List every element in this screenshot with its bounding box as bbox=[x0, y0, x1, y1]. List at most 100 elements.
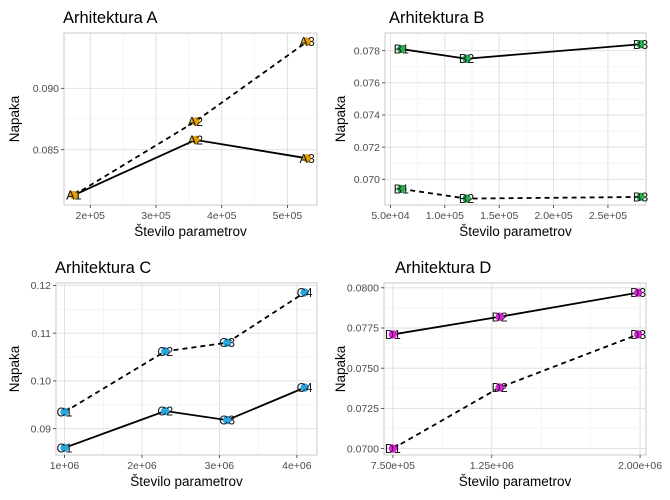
x-tick-label: 1.25e+06 bbox=[470, 460, 514, 472]
data-point bbox=[636, 40, 645, 49]
x-tick-label: 2.00e+06 bbox=[618, 460, 662, 472]
y-tick-label: 0.0725 bbox=[347, 403, 379, 415]
data-point bbox=[302, 37, 312, 46]
point-label: B2 bbox=[459, 52, 474, 66]
data-point bbox=[300, 383, 309, 392]
x-tick-label: 5e+05 bbox=[273, 210, 303, 222]
data-point bbox=[191, 135, 200, 145]
data-point bbox=[495, 312, 504, 321]
point-label: A3 bbox=[299, 35, 314, 49]
x-tick-label: 2e+06 bbox=[127, 460, 157, 472]
y-tick-label: 0.078 bbox=[354, 45, 380, 57]
y-axis-title: Napaka bbox=[7, 345, 22, 392]
y-tick-label: 0.0800 bbox=[347, 283, 379, 295]
y-tick-label: 0.0750 bbox=[347, 363, 379, 375]
x-tick-label: 7.50e+05 bbox=[371, 460, 415, 472]
point-label: D3 bbox=[630, 286, 646, 300]
data-point bbox=[302, 154, 312, 163]
y-tick-label: 0.074 bbox=[354, 110, 380, 122]
y-tick-label: 0.090 bbox=[33, 83, 59, 95]
data-point bbox=[397, 184, 406, 194]
data-point bbox=[397, 44, 406, 54]
point-label: D3 bbox=[630, 328, 646, 342]
point-label: A2 bbox=[188, 115, 203, 129]
data-point bbox=[462, 194, 471, 203]
series-line-dashed bbox=[73, 40, 308, 196]
x-axis-title: Število parametrov bbox=[459, 224, 572, 239]
point-label: C2 bbox=[157, 405, 173, 419]
point-label: C3 bbox=[219, 336, 235, 350]
point-label: C4 bbox=[297, 286, 313, 300]
y-tick-label: 0.11 bbox=[31, 328, 51, 340]
panel-1: 2e+05 3e+05 4e+05 5e+05 0.085 0.090 Arhitektur… bbox=[7, 9, 318, 239]
x-tick-label: 4e+06 bbox=[282, 460, 312, 472]
series-line-solid bbox=[64, 386, 305, 449]
data-point bbox=[633, 330, 643, 339]
x-tick-label: 3e+05 bbox=[141, 210, 171, 222]
point-label: A1 bbox=[66, 189, 81, 203]
data-point bbox=[161, 347, 170, 356]
x-axis-title: Število parametrov bbox=[130, 474, 243, 489]
point-label: D1 bbox=[385, 442, 401, 456]
point-label: C3 bbox=[219, 414, 235, 428]
x-tick-label: 4e+05 bbox=[207, 210, 237, 222]
point-label: A2 bbox=[188, 133, 203, 147]
y-tick-label: 0.09 bbox=[31, 423, 52, 435]
y-tick-label: 0.0700 bbox=[347, 443, 379, 455]
point-label: A3 bbox=[299, 152, 314, 166]
data-point bbox=[388, 330, 398, 339]
point-label: B3 bbox=[633, 190, 648, 204]
chart-title: Arhitektura D bbox=[395, 259, 491, 277]
data-point bbox=[636, 192, 645, 202]
point-label: B1 bbox=[394, 182, 409, 196]
x-tick-label: 1.5e+05 bbox=[480, 210, 518, 222]
plot-area bbox=[55, 282, 318, 456]
data-point bbox=[222, 338, 232, 347]
panel-2: 5.0e+04 1.0e+05 1.5e+05 2.0e+05 2.5e+05 0.070… bbox=[333, 9, 648, 239]
series-line-dashed bbox=[64, 291, 306, 413]
panel-4: 7.50e+05 1.25e+06 2.00e+06 0.0700 0.0725 0.07… bbox=[333, 259, 662, 489]
data-point bbox=[161, 406, 170, 416]
data-point bbox=[222, 415, 232, 425]
y-axis-title: Napaka bbox=[333, 95, 348, 142]
y-axis-title: Napaka bbox=[333, 345, 348, 392]
data-point bbox=[388, 444, 398, 453]
plot-area bbox=[383, 282, 647, 456]
point-label: C1 bbox=[57, 441, 73, 455]
point-label: B1 bbox=[394, 43, 409, 57]
point-label: D1 bbox=[385, 328, 401, 342]
y-tick-label: 0.12 bbox=[31, 280, 52, 292]
point-label: C1 bbox=[57, 406, 73, 420]
y-tick-label: 0.076 bbox=[354, 78, 380, 90]
point-label: D2 bbox=[492, 310, 508, 324]
point-label: C2 bbox=[157, 345, 173, 359]
x-tick-label: 1e+06 bbox=[50, 460, 80, 472]
y-tick-label: 0.085 bbox=[33, 144, 59, 156]
y-tick-label: 0.072 bbox=[354, 142, 380, 154]
y-tick-label: 0.10 bbox=[31, 376, 52, 388]
plot-area bbox=[384, 32, 647, 206]
data-point bbox=[300, 288, 309, 297]
y-axis-title: Napaka bbox=[7, 95, 22, 142]
point-label: D2 bbox=[492, 381, 508, 395]
x-axis-title: Število parametrov bbox=[459, 474, 572, 489]
chart-title: Arhitektura C bbox=[55, 259, 151, 277]
point-label: C4 bbox=[297, 381, 313, 395]
data-point bbox=[633, 288, 643, 297]
data-point bbox=[60, 443, 69, 453]
data-point bbox=[69, 190, 79, 200]
point-label: B2 bbox=[459, 192, 474, 206]
data-point bbox=[191, 117, 200, 126]
x-tick-label: 1.0e+05 bbox=[426, 210, 464, 222]
x-tick-label: 5.0e+04 bbox=[371, 210, 409, 222]
x-axis-title: Število parametrov bbox=[134, 224, 247, 239]
panel-3: 1e+06 2e+06 3e+06 4e+06 0.09 0.10 0.11 0.12Arhi… bbox=[7, 259, 318, 489]
chart-title: Arhitektura A bbox=[63, 9, 157, 27]
data-point bbox=[462, 54, 471, 63]
data-point bbox=[60, 407, 69, 417]
point-label: B3 bbox=[633, 38, 648, 52]
y-tick-label: 0.0775 bbox=[347, 323, 379, 335]
y-tick-label: 0.070 bbox=[354, 174, 380, 186]
chart-title: Arhitektura B bbox=[389, 9, 484, 27]
